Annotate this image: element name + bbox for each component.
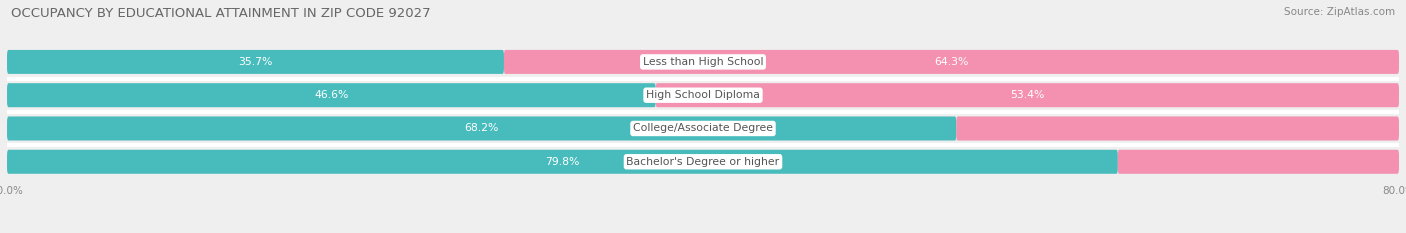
FancyBboxPatch shape — [7, 116, 1399, 140]
Text: OCCUPANCY BY EDUCATIONAL ATTAINMENT IN ZIP CODE 92027: OCCUPANCY BY EDUCATIONAL ATTAINMENT IN Z… — [11, 7, 430, 20]
Text: College/Associate Degree: College/Associate Degree — [633, 123, 773, 134]
FancyBboxPatch shape — [7, 50, 1399, 74]
Text: Less than High School: Less than High School — [643, 57, 763, 67]
Text: 64.3%: 64.3% — [934, 57, 969, 67]
FancyBboxPatch shape — [7, 83, 655, 107]
FancyBboxPatch shape — [956, 116, 1399, 140]
FancyBboxPatch shape — [1118, 150, 1399, 174]
Text: Source: ZipAtlas.com: Source: ZipAtlas.com — [1284, 7, 1395, 17]
FancyBboxPatch shape — [7, 83, 1399, 107]
FancyBboxPatch shape — [503, 50, 1399, 74]
FancyBboxPatch shape — [655, 83, 1399, 107]
Text: High School Diploma: High School Diploma — [647, 90, 759, 100]
Text: 68.2%: 68.2% — [464, 123, 499, 134]
FancyBboxPatch shape — [7, 150, 1399, 174]
FancyBboxPatch shape — [7, 150, 1118, 174]
FancyBboxPatch shape — [7, 116, 956, 140]
Text: 79.8%: 79.8% — [546, 157, 579, 167]
Text: 35.7%: 35.7% — [238, 57, 273, 67]
Text: 46.6%: 46.6% — [314, 90, 349, 100]
Text: 53.4%: 53.4% — [1010, 90, 1045, 100]
FancyBboxPatch shape — [7, 50, 503, 74]
Text: Bachelor's Degree or higher: Bachelor's Degree or higher — [627, 157, 779, 167]
